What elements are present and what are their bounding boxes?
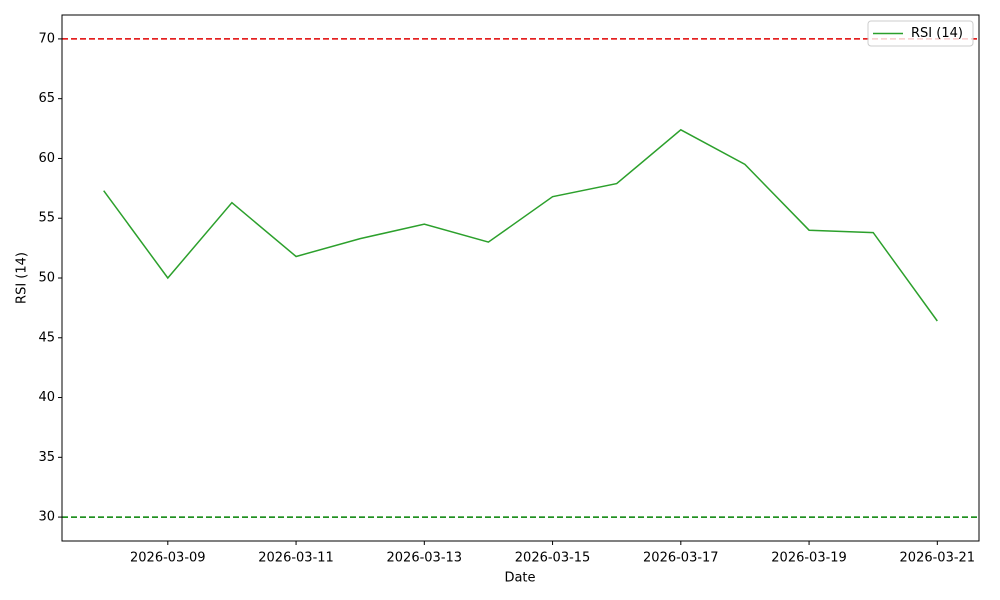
series-line — [103, 128, 938, 322]
plot-frame — [61, 14, 980, 542]
x-tick-label: 2026-03-21 — [900, 551, 976, 566]
x-tick-label: 2026-03-15 — [515, 551, 591, 566]
y-tick-label: 45 — [38, 330, 55, 345]
y-tick-label: 30 — [38, 510, 55, 525]
y-tick-label: 65 — [38, 91, 55, 106]
x-tick-label: 2026-03-09 — [130, 551, 206, 566]
y-tick-label: 55 — [38, 211, 55, 226]
y-tick-label: 35 — [38, 450, 55, 465]
y-tick-label: 60 — [38, 151, 55, 166]
x-axis-label: Date — [504, 571, 535, 586]
legend-label: RSI (14) — [911, 26, 963, 41]
x-tick-label: 2026-03-17 — [643, 551, 719, 566]
y-tick-label: 40 — [38, 390, 55, 405]
y-tick-label: 70 — [38, 31, 55, 46]
y-tick-label: 50 — [38, 271, 55, 286]
y-axis-label: RSI (14) — [15, 252, 30, 304]
x-tick-label: 2026-03-13 — [387, 551, 463, 566]
x-tick-label: 2026-03-11 — [258, 551, 334, 566]
x-tick-label: 2026-03-19 — [771, 551, 847, 566]
legend-box — [867, 20, 974, 47]
